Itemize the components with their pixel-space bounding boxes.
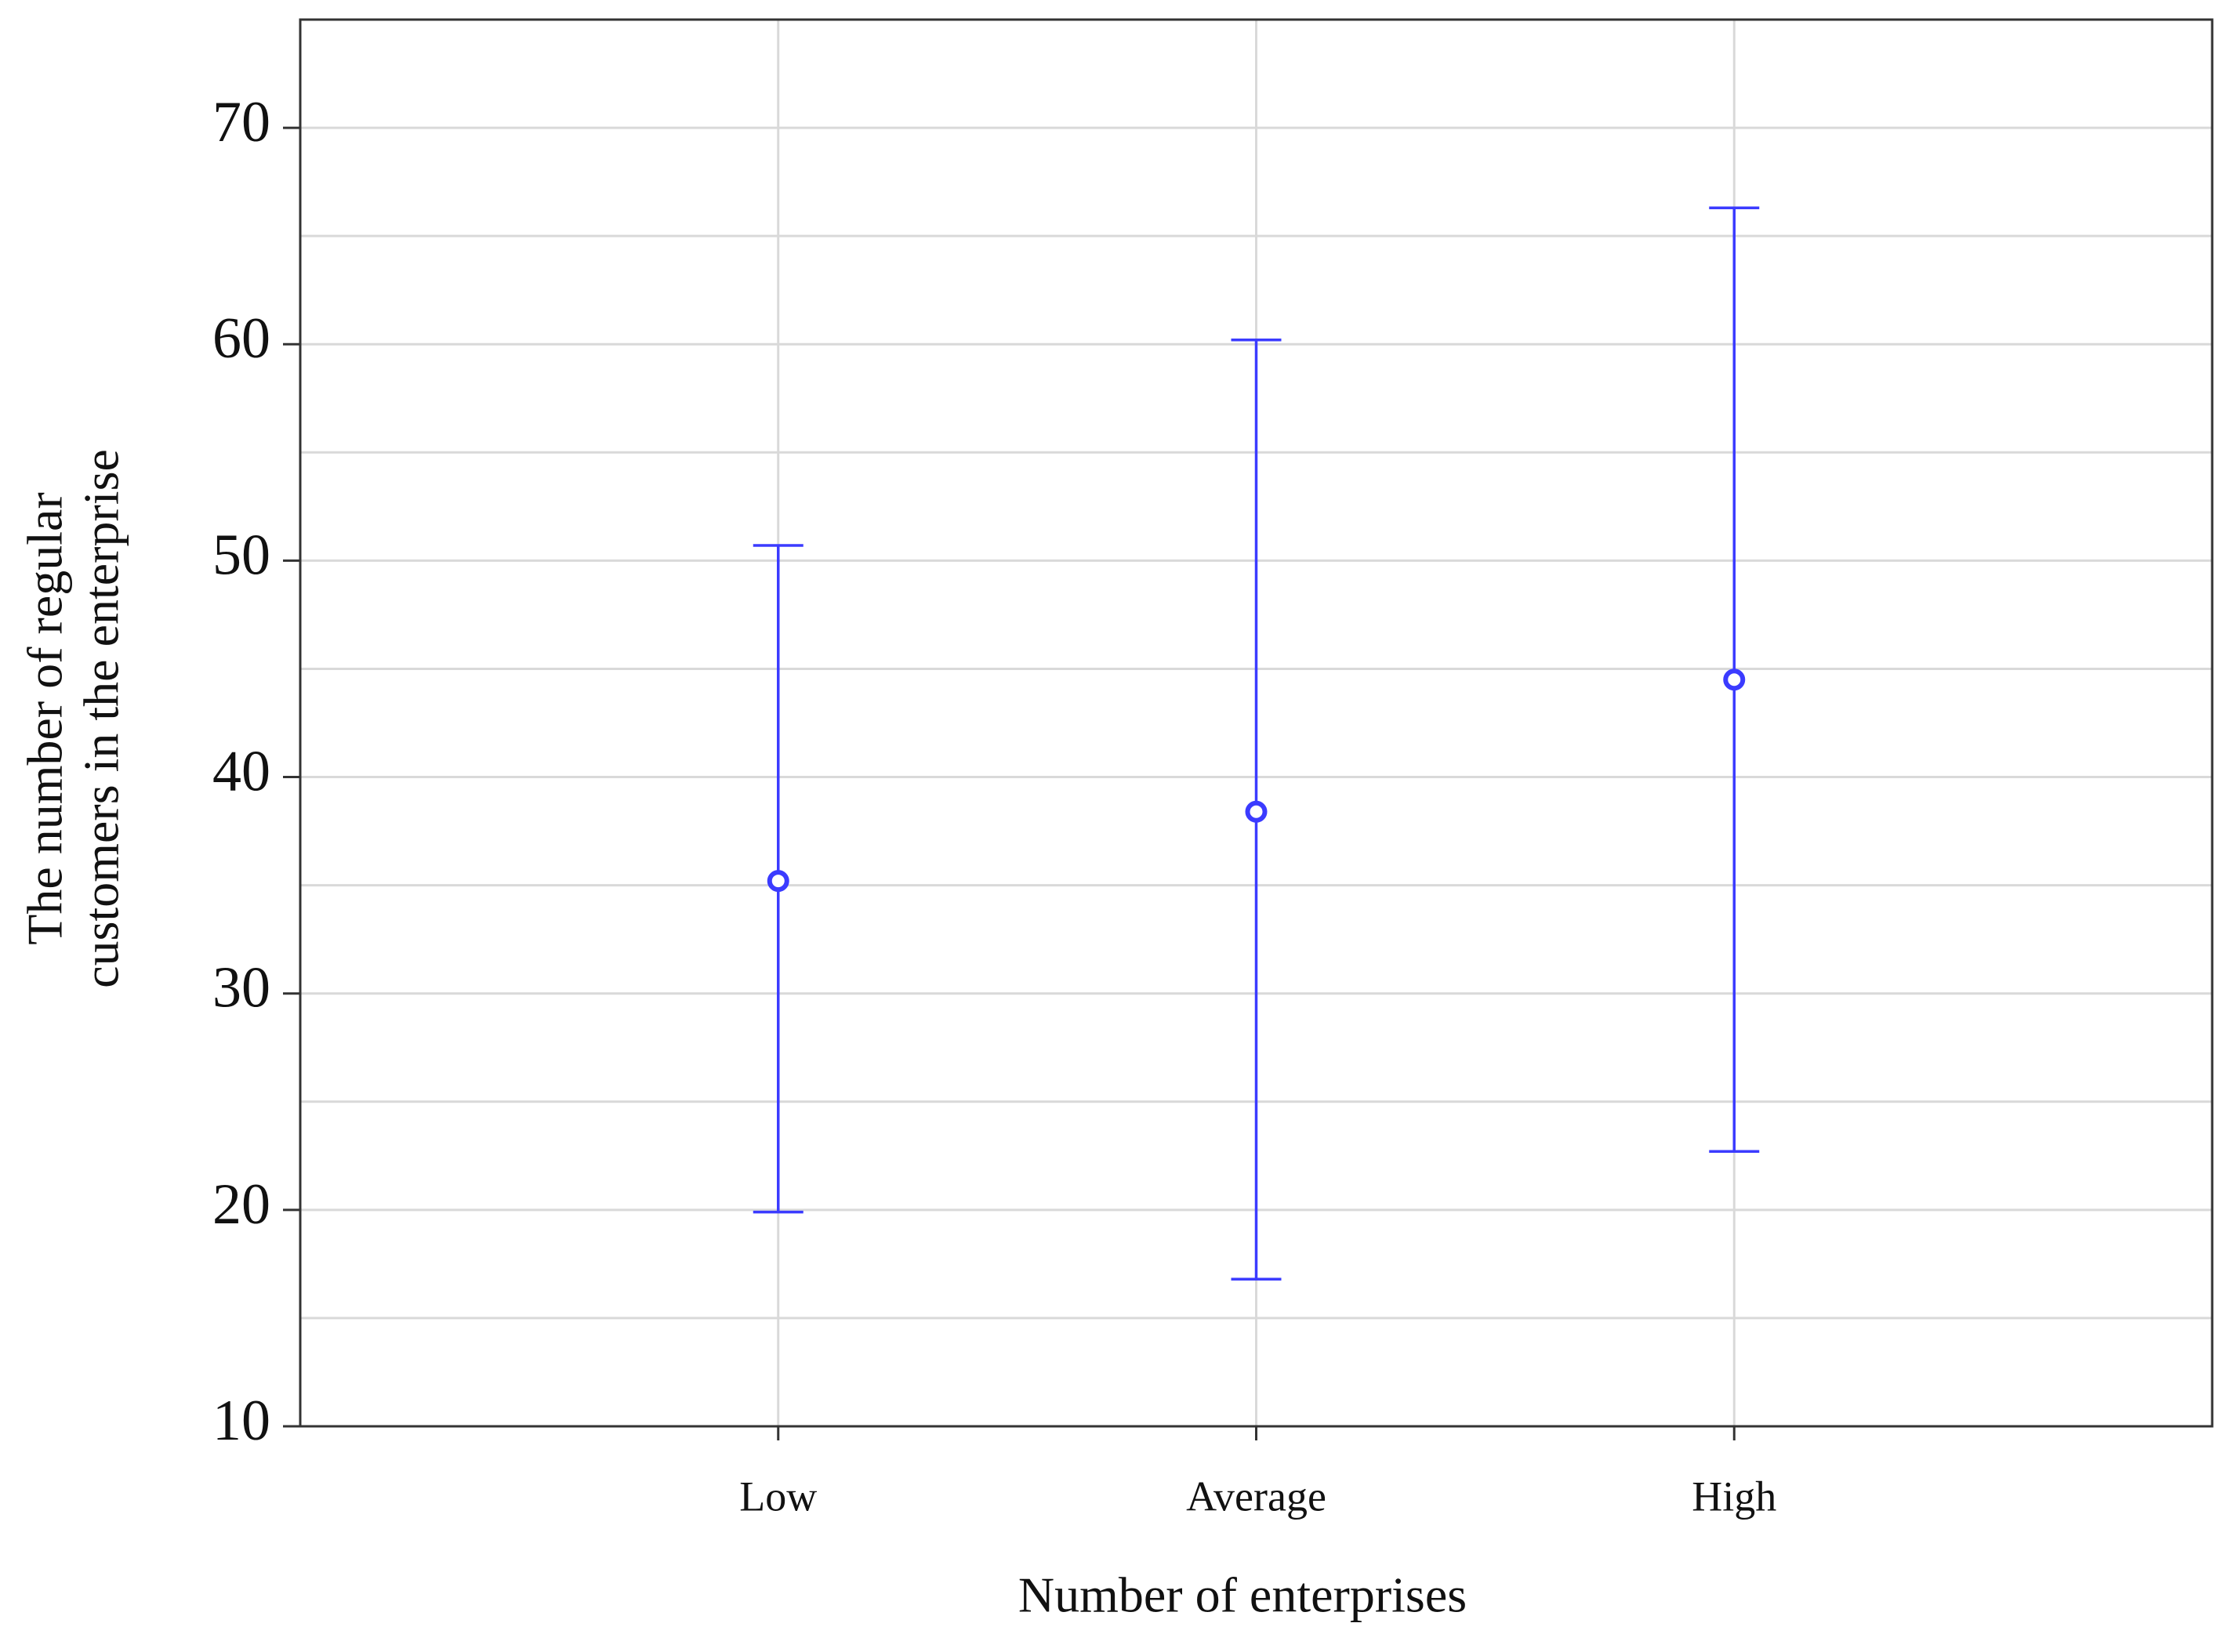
x-tick-label: Average [1186,1473,1326,1520]
y-tick-label: 60 [212,306,270,371]
y-tick-label: 40 [212,740,270,804]
plot-frame [299,18,2214,1428]
y-tick-label: 30 [212,956,270,1020]
y-tick-label: 50 [212,523,270,587]
mean-point [1723,668,1746,691]
x-tick-label: Low [739,1473,817,1520]
y-tick-label: 70 [212,90,270,154]
y-axis-label: customers in the enterprise [74,449,129,988]
x-axis-label: Number of enterprises [1018,1567,1467,1623]
mean-point [767,870,789,893]
y-tick-label: 10 [212,1389,270,1453]
y-tick-label: 20 [212,1172,270,1237]
x-tick-label: High [1692,1473,1776,1520]
y-axis-label: The number of regular [17,492,73,945]
mean-point [1245,800,1268,823]
